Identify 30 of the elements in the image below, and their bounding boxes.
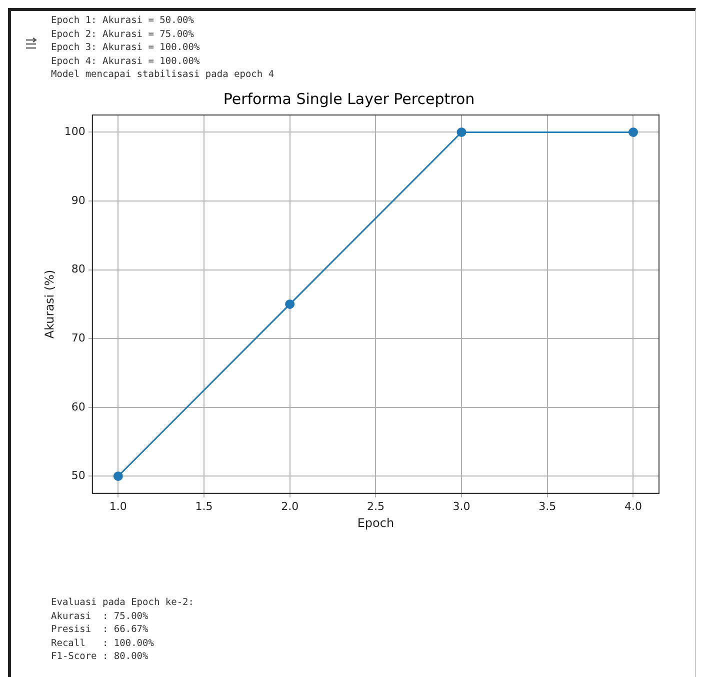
y-tick-label: 70 bbox=[71, 331, 86, 344]
text: Model mencapai stabilisasi pada epoch 4 bbox=[51, 68, 274, 82]
text: Akurasi : 75.00% bbox=[51, 610, 150, 623]
point bbox=[628, 127, 638, 137]
chart-title: Performa Single Layer Perceptron bbox=[223, 90, 475, 108]
y-tick-label: 80 bbox=[71, 262, 86, 276]
text: Epoch 4: Akurasi = 100.00% bbox=[51, 54, 201, 68]
x-tick-label: 2.5 bbox=[366, 500, 384, 513]
x-tick-label: 4.0 bbox=[624, 500, 642, 513]
x-axis-title: Epoch bbox=[357, 516, 394, 530]
text: Epoch 3: Akurasi = 100.00% bbox=[51, 41, 201, 54]
point bbox=[456, 127, 466, 137]
y-tick-label: 60 bbox=[71, 400, 86, 414]
y-tick-label: 50 bbox=[71, 469, 86, 482]
text: Evaluasi pada Epoch ke-2: bbox=[51, 596, 194, 610]
text: Presisi : 66.67% bbox=[51, 623, 150, 636]
text: Epoch 1: Akurasi = 50.00% bbox=[51, 14, 195, 28]
x-tick-label: 3.0 bbox=[452, 500, 470, 513]
text: Recall : 100.00% bbox=[51, 636, 155, 650]
point bbox=[285, 299, 295, 309]
x-tick-label: 1.0 bbox=[109, 500, 127, 513]
y-tick-label: 100 bbox=[64, 125, 86, 138]
text: Epoch 2: Akurasi = 75.00% bbox=[51, 28, 195, 41]
point bbox=[113, 471, 123, 481]
text: F1-Score : 80.00% bbox=[51, 650, 150, 664]
y-axis-title: Akurasi (%) bbox=[42, 270, 56, 339]
y-tick-label: 90 bbox=[71, 194, 86, 207]
x-tick-label: 3.5 bbox=[538, 500, 556, 513]
x-tick-label: 1.5 bbox=[195, 500, 213, 513]
x-tick-label: 2.0 bbox=[281, 500, 299, 513]
